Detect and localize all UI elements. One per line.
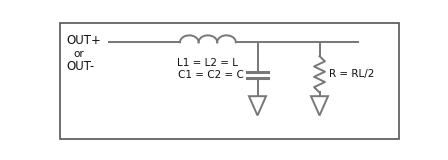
- Text: R = RL/2: R = RL/2: [329, 69, 374, 79]
- Text: OUT-: OUT-: [66, 60, 95, 73]
- Text: C1 = C2 = C: C1 = C2 = C: [178, 70, 244, 80]
- Text: or: or: [73, 49, 84, 59]
- Text: OUT+: OUT+: [66, 34, 101, 47]
- Text: L1 = L2 = L: L1 = L2 = L: [177, 58, 238, 68]
